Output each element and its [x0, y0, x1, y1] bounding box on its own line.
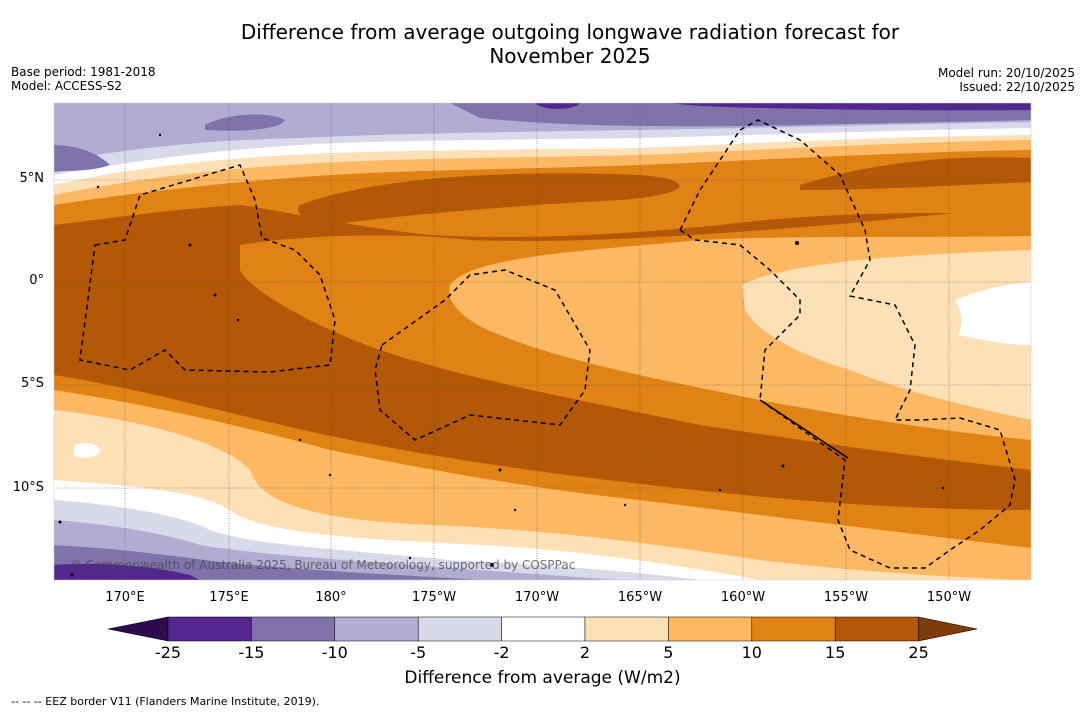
- band-15-25-north: [298, 173, 680, 225]
- colorbar-swatch-3: [334, 616, 419, 642]
- colorbar-swatch-6: [584, 616, 669, 642]
- footnote-eez: -- -- -- EEZ border V11 (Flanders Marine…: [11, 695, 320, 708]
- band-neg2-2-central: [955, 282, 1031, 345]
- colorbar-tick-neg15: -15: [238, 643, 265, 662]
- band-15-25-northeast: [800, 157, 1031, 190]
- model-name: Model: ACCESS-S2: [11, 79, 123, 93]
- colorbar-swatch-4: [417, 616, 502, 642]
- lon-label-165w: 165°W: [617, 590, 663, 605]
- colorbar-swatch-8: [751, 616, 836, 642]
- lon-label-175w: 175°W: [411, 590, 457, 605]
- colorbar-tick-5: 5: [663, 643, 674, 662]
- meta-left: Base period: 1981-2018 Model: ACCESS-S2: [11, 65, 156, 93]
- model-run: Model run: 20/10/2025: [937, 66, 1075, 80]
- colorbar-under-triangle: [107, 616, 169, 642]
- eez-border-kiribati-gilbert: [79, 164, 336, 373]
- map-frame: [53, 102, 1032, 581]
- meta-right: Model run: 20/10/2025 Issued: 22/10/2025: [938, 66, 1075, 94]
- colorbar-tick-neg5: -5: [410, 643, 427, 662]
- colorbar-tick-neg2: -2: [493, 643, 510, 662]
- issued-date: Issued: 22/10/2025: [959, 80, 1075, 94]
- colorbar-swatch-2: [251, 616, 336, 642]
- lon-label-180: 180°: [315, 590, 347, 605]
- eez-border-phoenix: [374, 269, 591, 441]
- colorbar-swatch-9: [834, 616, 919, 642]
- title-line-2: November 2025: [489, 44, 651, 68]
- base-period: Base period: 1981-2018: [11, 65, 156, 79]
- colorbar-over-triangle: [918, 616, 978, 642]
- lon-label-170w: 170°W: [514, 590, 560, 605]
- lon-label-155w: 155°W: [823, 590, 869, 605]
- band-neg15-neg10-blob: [205, 114, 285, 131]
- lat-label-0: 0°: [29, 273, 44, 288]
- band-neg2-2-island: [73, 442, 100, 458]
- eez-border-line-islands: [679, 119, 1016, 569]
- lat-label-5s: 5°S: [20, 376, 44, 391]
- lon-label-175e: 175°E: [209, 590, 249, 605]
- colorbar-tick-2: 2: [579, 643, 591, 662]
- band-neg15-neg10-nw: [54, 145, 110, 172]
- band-neg25-neg15-north-2: [670, 103, 1031, 111]
- lat-label-5n: 5°N: [19, 171, 45, 186]
- lon-label-150w: 150°W: [926, 590, 972, 605]
- lon-label-170e: 170°E: [105, 590, 145, 605]
- lon-label-160w: 160°W: [720, 590, 766, 605]
- islands: [58, 133, 945, 577]
- colorbar-title: Difference from average (W/m2): [404, 668, 681, 688]
- lat-label-10s: 10°S: [12, 480, 44, 495]
- eez-border-segment: [759, 399, 849, 459]
- band-neg25-neg15-north: [535, 103, 580, 110]
- colorbar-swatch-5: [501, 616, 586, 642]
- colorbar-tick-10: 10: [741, 643, 762, 662]
- title-line-1: Difference from average outgoing longwav…: [240, 20, 900, 44]
- colorbar-tick-neg10: -10: [321, 643, 348, 662]
- chart-title: Difference from average outgoing longwav…: [150, 20, 990, 68]
- colorbar-tick-15: 15: [825, 643, 846, 662]
- anomaly-field: [54, 103, 1031, 580]
- colorbar-swatch-7: [668, 616, 753, 642]
- colorbar-tick-25: 25: [908, 643, 929, 662]
- colorbar-swatch-1: [167, 616, 252, 642]
- eez-borders: [79, 119, 1016, 569]
- copyright-notice: © Commonwealth of Australia 2025, Bureau…: [70, 558, 576, 572]
- grid-lines: [54, 103, 1031, 580]
- colorbar-tick-neg25: -25: [154, 643, 182, 662]
- band-neg25-neg15-south: [54, 563, 200, 580]
- colorbar: [107, 616, 978, 642]
- band-2-5-central: [742, 250, 1031, 420]
